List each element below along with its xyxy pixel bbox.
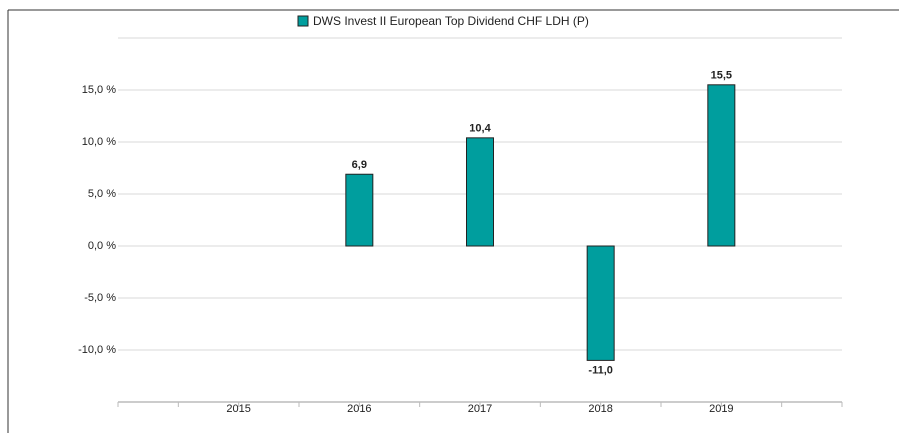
x-tick-label: 2016 (347, 403, 371, 415)
legend-swatch (297, 15, 309, 27)
y-tick-label: 10,0 % (82, 136, 116, 148)
data-label: 6,9 (352, 159, 367, 171)
y-tick-label: 0,0 % (88, 240, 116, 252)
data-label: 10,4 (469, 123, 491, 135)
y-tick-label: 5,0 % (88, 188, 116, 200)
bar (586, 245, 615, 361)
y-tick-label: -10,0 % (78, 344, 116, 356)
bar (707, 84, 736, 247)
bar (345, 173, 374, 247)
data-label: 15,5 (711, 70, 732, 82)
bar (466, 137, 494, 247)
data-label: -11,0 (588, 364, 612, 376)
y-tick-label: -5,0 % (84, 292, 116, 304)
legend-label: DWS Invest II European Top Dividend CHF … (313, 14, 589, 28)
x-tick-label: 2018 (588, 403, 612, 415)
x-tick-label: 2019 (709, 403, 733, 415)
y-tick-label: 15,0 % (82, 84, 116, 96)
x-tick-label: 2015 (226, 403, 250, 415)
x-tick-label: 2017 (468, 403, 492, 415)
